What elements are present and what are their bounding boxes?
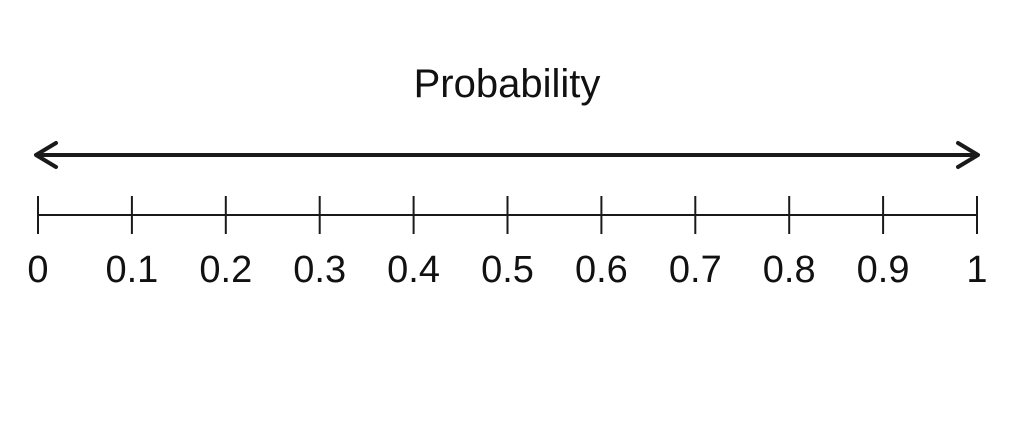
tick-label: 0.3 bbox=[293, 249, 346, 291]
left-arrowhead-icon bbox=[34, 141, 58, 169]
double-headed-arrow bbox=[34, 141, 980, 169]
tick-label: 0.2 bbox=[199, 249, 252, 291]
tick-label: 0.9 bbox=[857, 249, 910, 291]
scale-ticks bbox=[37, 196, 978, 234]
tick-label: 0.1 bbox=[105, 249, 158, 291]
tick-label: 0.4 bbox=[387, 249, 440, 291]
tick-label: 0.7 bbox=[669, 249, 722, 291]
tick-label: 1 bbox=[966, 249, 987, 291]
tick-label: 0.8 bbox=[763, 249, 816, 291]
tick-label: 0 bbox=[27, 249, 48, 291]
tick-label: 0.5 bbox=[481, 249, 534, 291]
right-arrowhead-icon bbox=[956, 141, 980, 169]
diagram-title: Probability bbox=[414, 62, 601, 106]
tick-label: 0.6 bbox=[575, 249, 628, 291]
scale-tick-labels: 0 0.1 0.2 0.3 0.4 0.5 0.6 0.7 0.8 0.9 1 bbox=[27, 249, 987, 291]
